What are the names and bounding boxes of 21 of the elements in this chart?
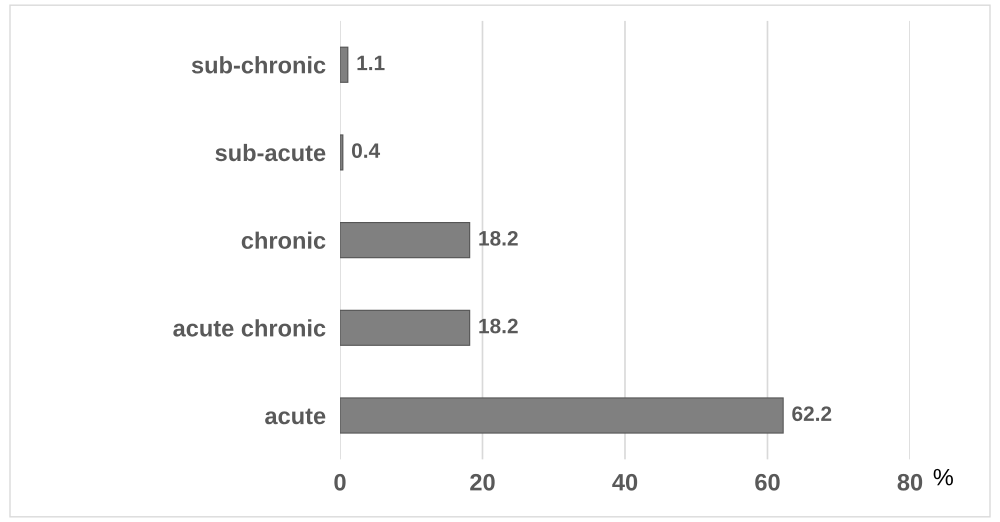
bar bbox=[340, 310, 470, 346]
x-tick-label: 80 bbox=[898, 474, 922, 491]
data-label: 18.2 bbox=[479, 318, 518, 334]
bar bbox=[340, 46, 348, 83]
y-tick-label: acute bbox=[265, 408, 326, 424]
data-label: 62.2 bbox=[792, 406, 832, 422]
x-axis-title: % bbox=[934, 468, 953, 486]
x-tick-label: 60 bbox=[755, 474, 780, 491]
x-tick-label: 0 bbox=[334, 474, 346, 491]
x-tick-label: 40 bbox=[612, 474, 638, 491]
bar bbox=[340, 134, 344, 171]
y-tick-label: sub-acute bbox=[215, 144, 326, 162]
bar bbox=[340, 397, 784, 434]
y-tick-label: acute chronic bbox=[173, 319, 326, 337]
data-label: 1.1 bbox=[357, 56, 385, 70]
x-tick-label: 20 bbox=[470, 474, 495, 491]
y-tick-label: chronic bbox=[242, 232, 326, 249]
y-tick-label: sub-chronic bbox=[192, 56, 326, 74]
data-label: 18.2 bbox=[479, 230, 518, 246]
bar bbox=[340, 222, 470, 258]
data-label: 0.4 bbox=[352, 143, 380, 158]
